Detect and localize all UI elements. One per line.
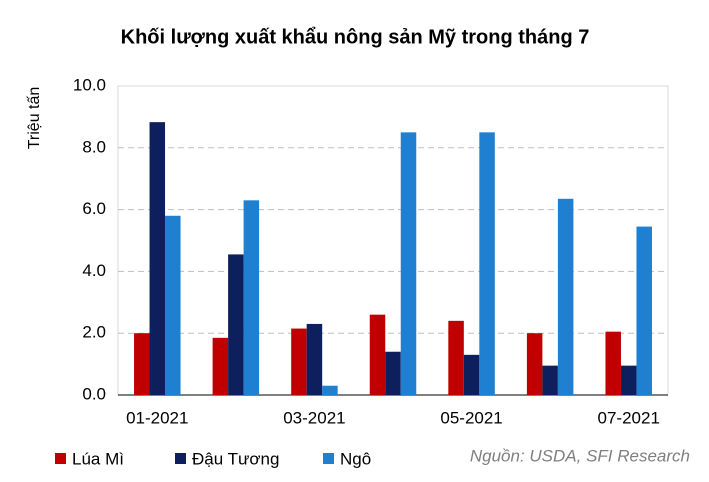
bar (636, 226, 652, 395)
bar (243, 200, 260, 395)
bar (605, 331, 621, 395)
y-tick-label: 4.0 (82, 261, 106, 280)
bar (620, 365, 637, 395)
bar (212, 337, 229, 395)
bar (479, 132, 495, 395)
bar (369, 314, 386, 395)
y-tick-label: 8.0 (82, 137, 106, 156)
legend-swatch (323, 453, 334, 464)
bar (306, 323, 323, 395)
chart-title: Khối lượng xuất khẩu nông sản Mỹ trong t… (121, 26, 590, 48)
plot-frame (117, 85, 669, 396)
bar (400, 132, 417, 395)
x-tick-label: 01-2021 (126, 408, 188, 427)
bar (165, 215, 181, 395)
y-axis-label: Triệu tấn (26, 87, 43, 150)
source-note: Nguồn: USDA, SFI Research (470, 446, 690, 465)
y-tick-label: 6.0 (82, 199, 106, 218)
bar (134, 333, 150, 395)
x-tick-label: 07-2021 (598, 408, 660, 427)
bar (385, 351, 401, 395)
y-tick-label: 10.0 (73, 75, 106, 94)
bar (542, 365, 558, 395)
legend-label: Đậu Tương (192, 449, 279, 468)
legend-label: Lúa Mì (72, 449, 124, 468)
y-tick-label: 2.0 (82, 323, 106, 342)
bar (463, 354, 480, 395)
y-tick-label: 0.0 (82, 384, 106, 403)
bar (149, 122, 166, 395)
legend-swatch (175, 453, 186, 464)
bar (557, 198, 574, 395)
bar (291, 328, 307, 395)
bar (322, 385, 338, 395)
bar (448, 320, 464, 395)
x-tick-label: 05-2021 (440, 408, 502, 427)
bar (526, 333, 543, 395)
bar (228, 254, 244, 395)
legend-swatch (55, 453, 66, 464)
x-tick-label: 03-2021 (283, 408, 345, 427)
legend-label: Ngô (340, 449, 371, 468)
